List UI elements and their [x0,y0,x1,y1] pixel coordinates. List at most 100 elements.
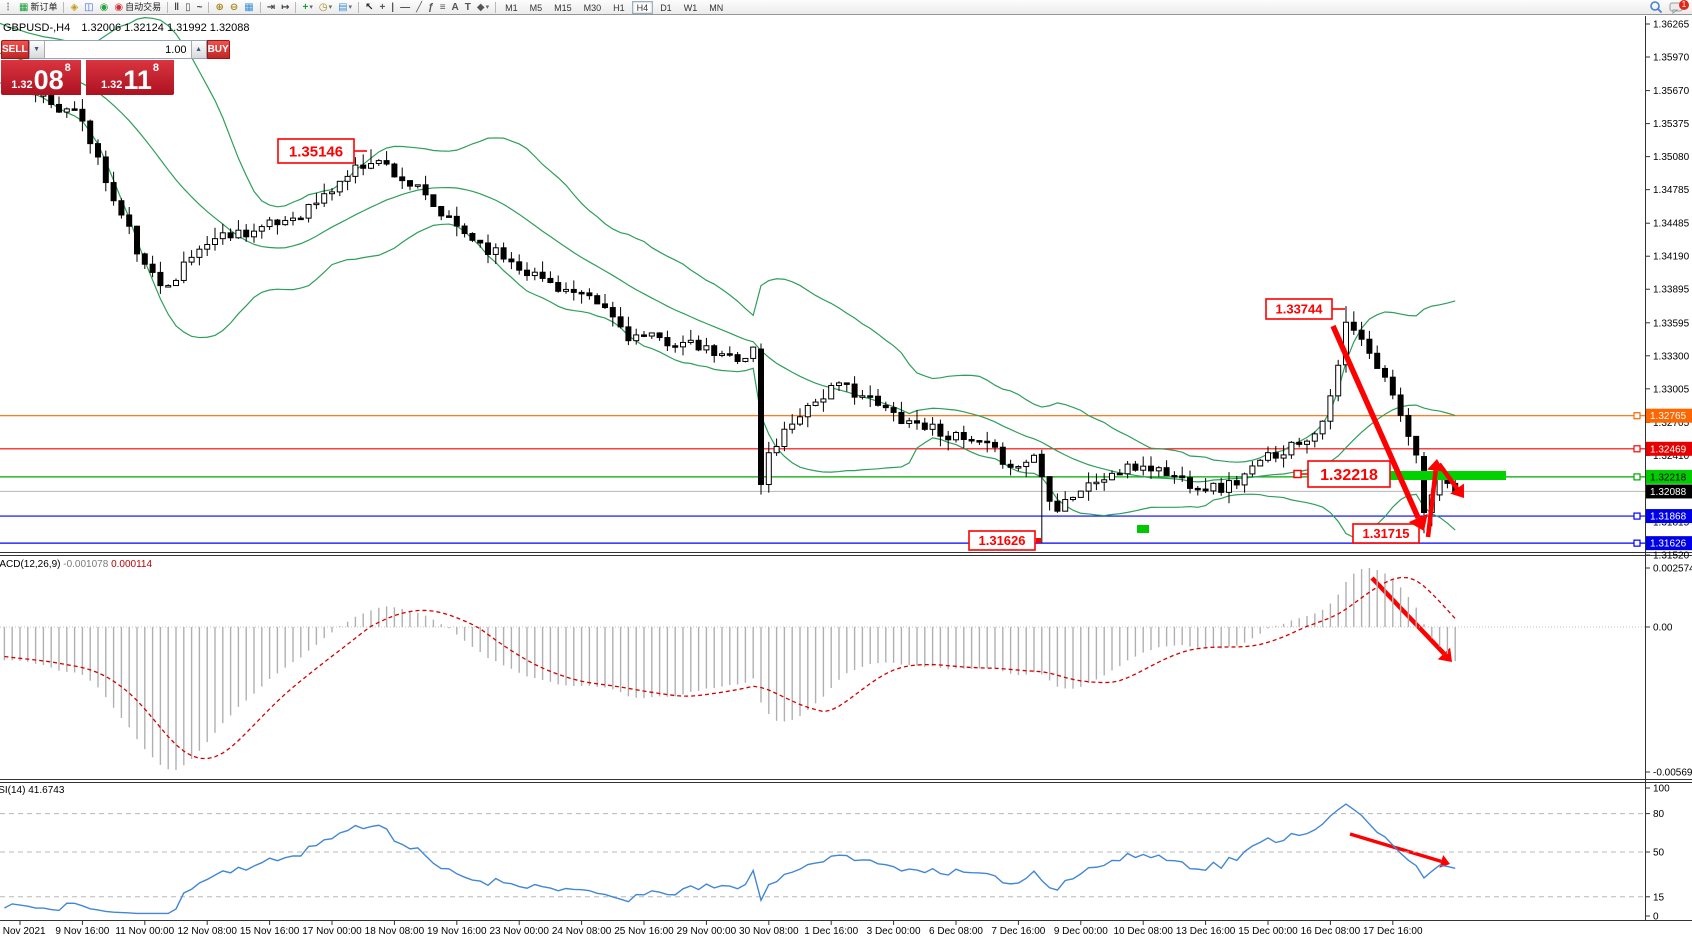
price-annotations[interactable]: 1.35146 1.33744 1.32218 1.31715 1.31626 [277,138,1420,551]
buy-price-display[interactable]: 1.32 11 8 [86,60,174,95]
macd-signal-line [4,576,1456,760]
svg-text:29 Nov 00:00: 29 Nov 00:00 [677,926,737,937]
svg-text:18 Nov 08:00: 18 Nov 08:00 [365,926,425,937]
macd-signal-value: 0.000114 [111,559,153,570]
buy-price-point: 8 [152,62,160,74]
timeframe-button-mn[interactable]: MN [709,2,724,13]
svg-text:1.31715: 1.31715 [1363,526,1410,541]
svg-text:1.34190: 1.34190 [1653,252,1690,263]
one-click-trading-widget: SELL ▼ ▲ BUY 1.32 08 8 1.32 11 8 [1,40,230,95]
chart-shift-button[interactable]: ↦ [281,1,290,13]
svg-text:17 Dec 16:00: 17 Dec 16:00 [1363,926,1423,937]
sell-price-point: 8 [64,62,71,74]
svg-text:1.33005: 1.33005 [1653,384,1690,395]
svg-text:1.32218: 1.32218 [1650,472,1687,483]
toolbar-separator [208,1,210,13]
svg-text:0.002574: 0.002574 [1653,564,1692,575]
sell-price-pips: 08 [33,65,64,95]
new-order-button[interactable]: ▦ 新订单 [19,1,58,13]
macd-indicator-label: MACD(12,26,9) -0.001078 0.000114 [0,559,153,570]
svg-text:9 Nov 16:00: 9 Nov 16:00 [55,926,109,937]
buy-button[interactable]: BUY [206,40,230,59]
text-label-button[interactable]: T [464,1,471,13]
new-chart-button[interactable]: ◈ [70,1,79,13]
bollinger-bands [0,17,1456,539]
svg-text:1.32088: 1.32088 [1650,487,1687,498]
svg-text:30 Nov 08:00: 30 Nov 08:00 [739,926,799,937]
profiles-button[interactable]: ◫ [84,1,94,13]
rsi-indicator-label: RSI(14) 41.6743 [0,785,65,796]
macd-main-value: -0.001078 [63,559,109,570]
text-button[interactable]: A [451,1,459,13]
candles [1,69,1459,544]
svg-text:1.32705: 1.32705 [1653,418,1690,429]
svg-text:1.36265: 1.36265 [1653,20,1690,31]
svg-text:1 Dec 16:00: 1 Dec 16:00 [804,926,858,937]
svg-text:1.34785: 1.34785 [1653,185,1690,196]
toolbar-drag-handle: ⋮ [3,1,13,13]
toolbar-separator [358,1,360,13]
bar-chart-button[interactable]: ‖ [174,1,180,13]
svg-text:15 Nov 16:00: 15 Nov 16:00 [240,926,300,937]
sell-price-display[interactable]: 1.32 08 8 [1,60,81,95]
svg-text:1.31626: 1.31626 [1650,539,1687,550]
svg-text:11 Nov 00:00: 11 Nov 00:00 [115,926,174,937]
autotrading-button[interactable]: ◉ 自动交易 [114,1,162,13]
horizontal-line-button[interactable]: — [400,1,411,13]
cursor-button[interactable]: ↖ [365,1,374,13]
crosshair-button[interactable]: + [379,1,386,13]
top-toolbar: ⋮ ▦ 新订单 ◈ ◫ ◉ ◉ 自动交易 ‖ ▯ ~ ⊕ ⊖ ▦ ⇥ ↦ + ▾ ◷ ▾ ▤ ▾ ↖ + | — ╱ ƒ ≡ A T ◆ ▾ M1… [0,0,1692,15]
green-marker-square[interactable] [1137,525,1149,533]
price-axis[interactable]: 1.36265 1.35970 1.35670 1.35375 1.35080 1.347… [1645,20,1692,562]
notifications-icon[interactable]: 1 [1667,0,1689,14]
panel-borders [0,16,1692,921]
zoom-in-button[interactable]: ⊕ [215,1,224,13]
svg-text:23 Nov 00:00: 23 Nov 00:00 [489,926,549,937]
buy-price-prefix: 1.32 [100,79,123,91]
fibonacci-button[interactable]: ƒ [428,1,434,13]
zoom-out-button[interactable]: ⊖ [229,1,239,13]
svg-text:19 Nov 16:00: 19 Nov 16:00 [427,926,487,937]
candlestick-chart-button[interactable]: ▯ [185,1,191,13]
signals-button[interactable]: ◉ [99,1,109,13]
trendline-button[interactable]: ╱ [416,1,423,13]
rsi-axis[interactable]: 100 80 50 15 0 [1645,784,1670,923]
timeframe-button-m30[interactable]: M30 [583,2,602,13]
timeframe-button-m1[interactable]: M1 [505,2,518,13]
svg-text:1.35970: 1.35970 [1653,53,1690,64]
volume-increase-button[interactable]: ▲ [190,41,206,58]
volume-stepper: ▼ ▲ [28,40,207,59]
timeframe-button-m15[interactable]: M15 [554,2,572,13]
svg-text:13 Dec 16:00: 13 Dec 16:00 [1176,926,1236,937]
auto-scroll-button[interactable]: ⇥ [266,1,276,13]
svg-text:1.31626: 1.31626 [979,533,1026,548]
tile-windows-button[interactable]: ▦ [244,1,254,13]
vertical-line-button[interactable]: | [391,1,395,13]
svg-text:80: 80 [1653,809,1665,820]
templates-button[interactable]: ▤ ▾ [338,1,353,13]
timeframe-button-m5[interactable]: M5 [529,2,543,13]
search-icon[interactable] [1647,1,1665,14]
channel-button[interactable]: ≡ [439,1,446,13]
line-chart-button[interactable]: ~ [196,1,203,13]
shapes-button[interactable]: ◆ ▾ [476,1,490,13]
timeframe-button-h4[interactable]: H4 [631,0,654,14]
add-indicator-button[interactable]: + ▾ [302,1,313,13]
svg-text:6 Dec 08:00: 6 Dec 08:00 [929,926,983,937]
svg-text:1.32218: 1.32218 [1320,467,1378,484]
svg-text:1.35670: 1.35670 [1653,86,1690,97]
volume-input[interactable] [44,41,191,58]
svg-text:1.33595: 1.33595 [1653,318,1690,329]
periods-button[interactable]: ◷ ▾ [318,1,333,13]
svg-text:25 Nov 16:00: 25 Nov 16:00 [614,926,674,937]
sell-button[interactable]: SELL [1,40,29,59]
timeframe-button-w1[interactable]: W1 [683,2,698,13]
svg-text:9 Dec 00:00: 9 Dec 00:00 [1054,926,1108,937]
volume-decrease-button[interactable]: ▼ [29,41,45,58]
timeframe-button-d1[interactable]: D1 [660,2,672,13]
timeframe-button-h1[interactable]: H1 [613,2,625,13]
svg-text:0: 0 [1653,912,1659,923]
